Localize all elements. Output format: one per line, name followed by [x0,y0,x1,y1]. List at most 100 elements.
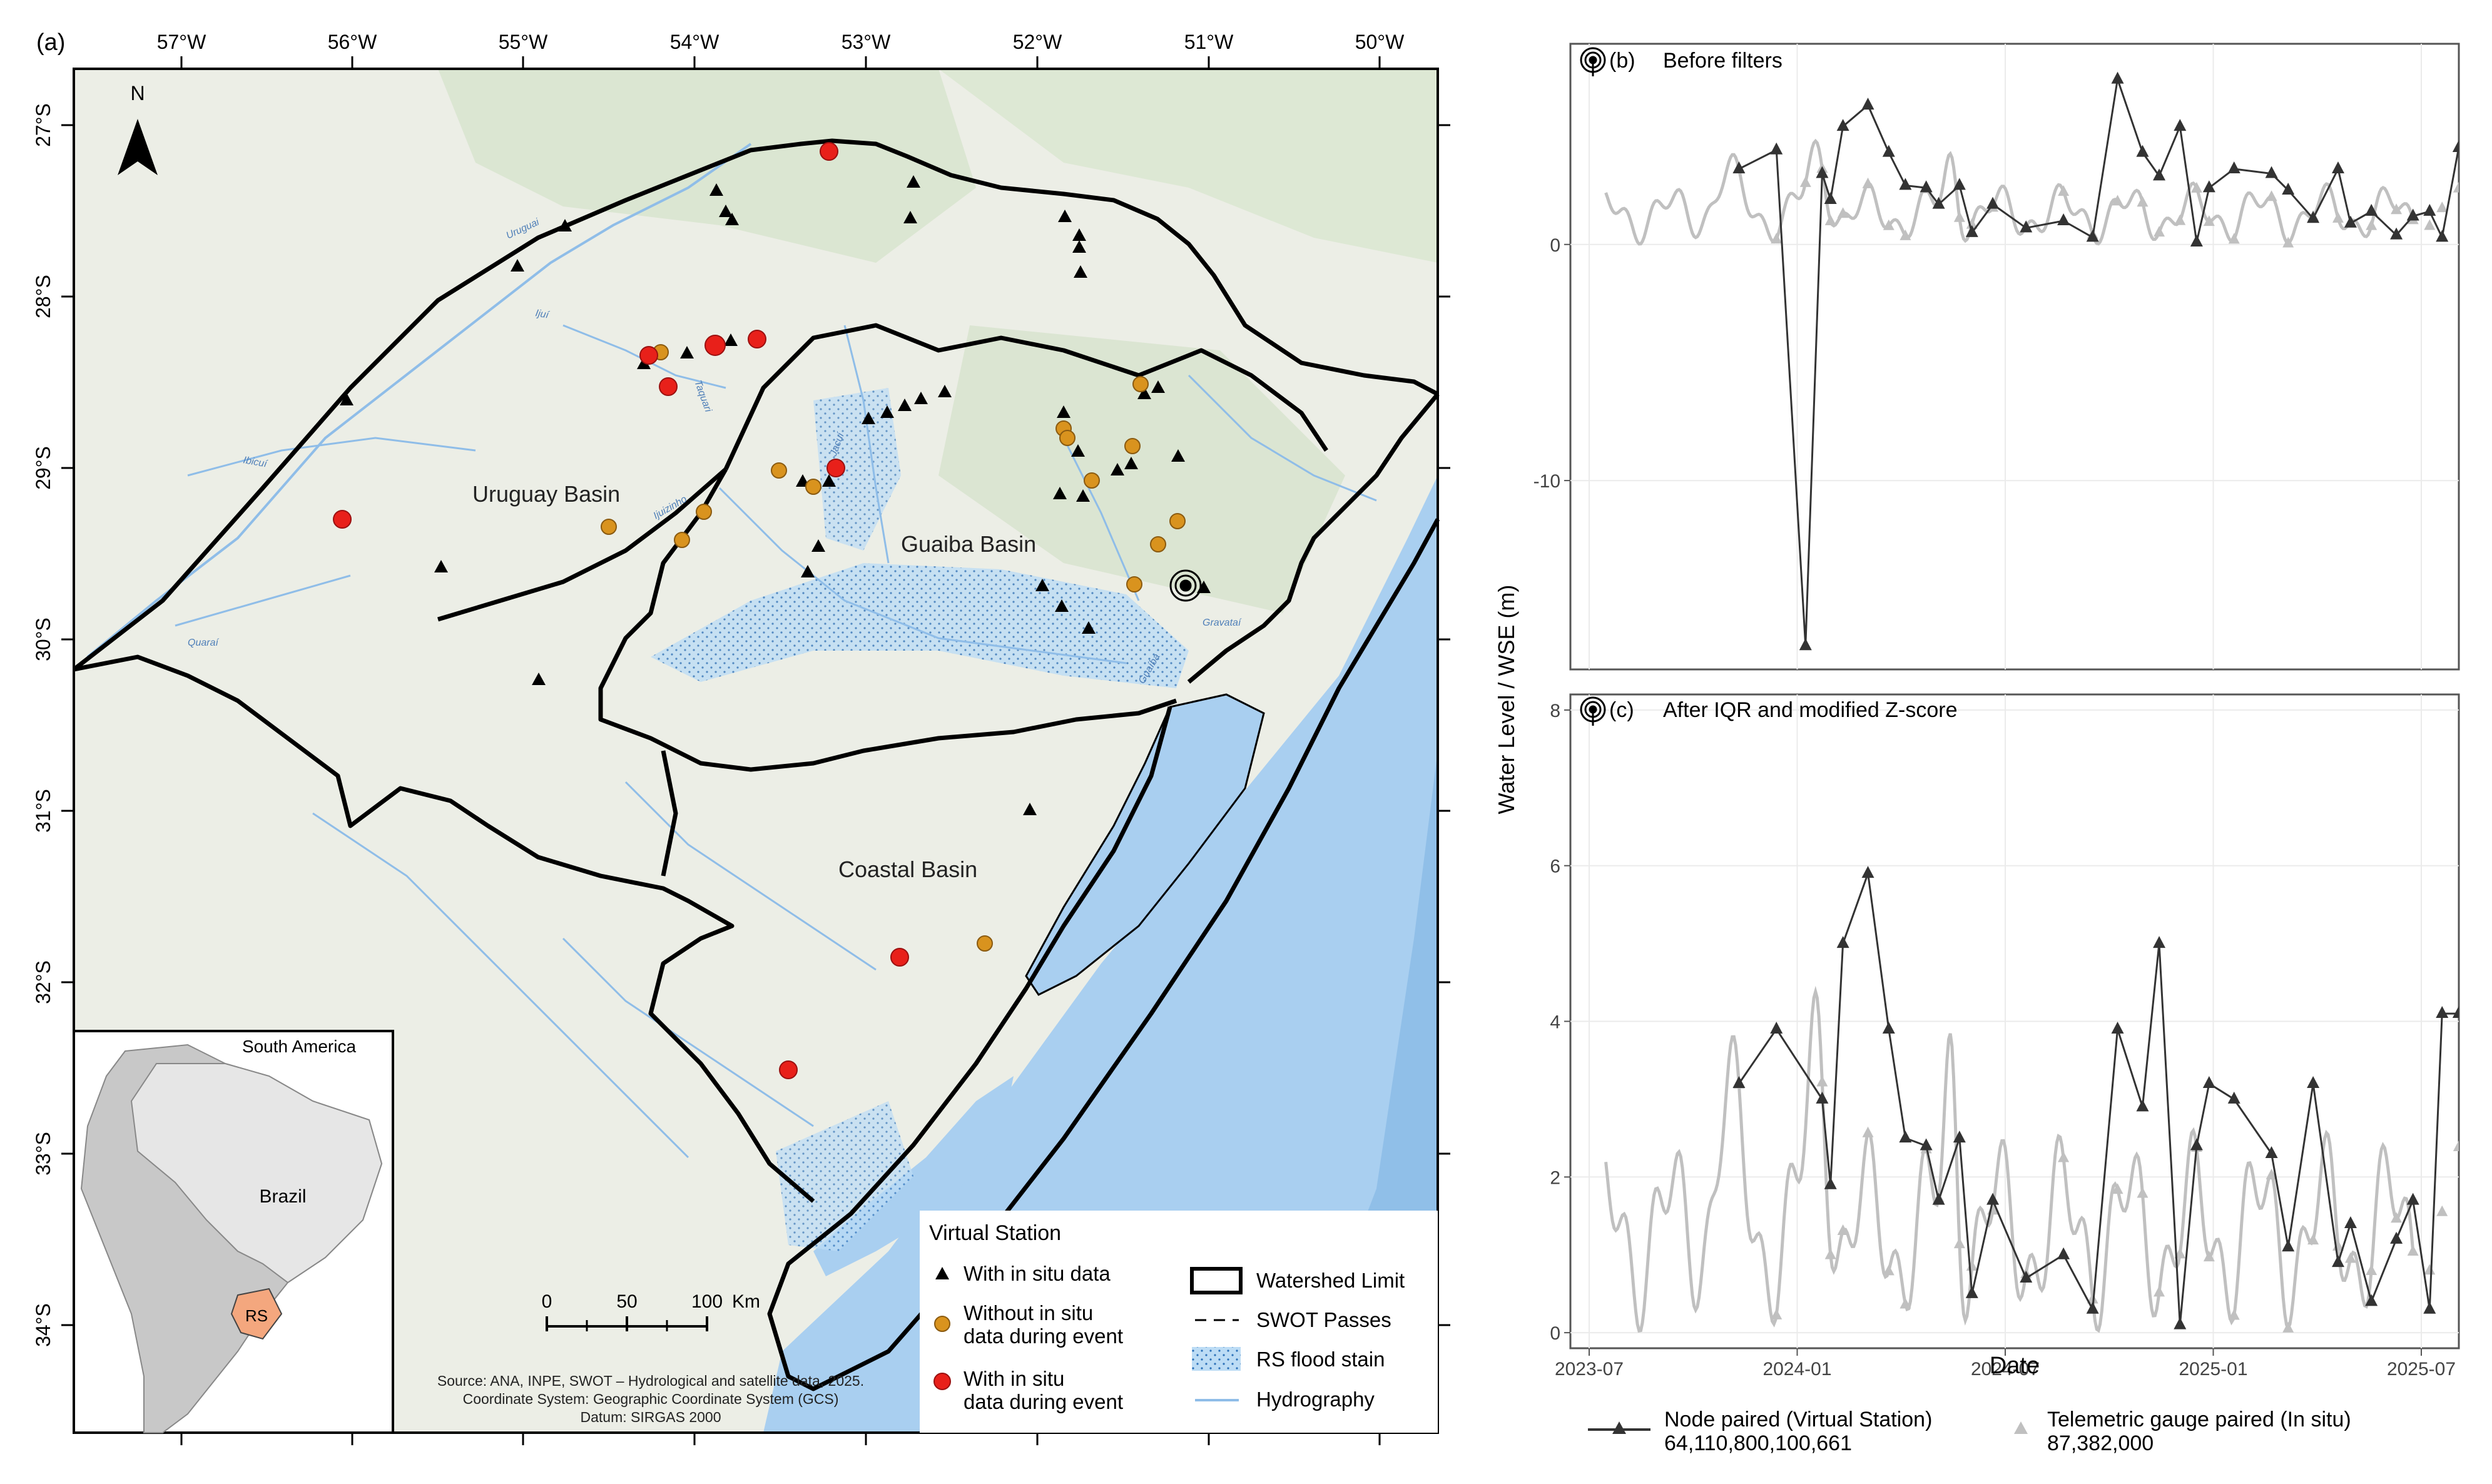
node-point [1861,98,1874,110]
antenna-icon [1580,47,1606,76]
node-point [2174,1317,2187,1329]
gauge-point [2453,1141,2459,1152]
watershed-limits [72,138,1440,1391]
legend-box [920,1211,1438,1433]
gauge-point [2087,1293,2098,1304]
station-marker-without-in-situ [977,935,993,952]
x-axis-label: Date [1990,1353,2040,1379]
node-point [1824,192,1837,205]
basin-label-uruguay: Uruguay Basin [472,481,620,507]
legend-without-line1: Without in situ [964,1301,1093,1324]
node-point [2344,215,2357,228]
station-marker-without-in-situ [805,479,821,495]
station-marker-with-in-situ [822,474,836,487]
lon-tick-label: 50°W [1355,31,1405,53]
station-marker-with-in-situ [1072,240,1086,253]
gauge-point [2344,1252,2356,1263]
station-marker-with-in-situ [1074,265,1087,278]
chart-c-panel-label: (c) [1609,698,1634,722]
stations-during-event [333,142,909,1079]
lat-tick-label: 30°S [32,617,54,661]
watershed-southwest-boundary [73,654,815,1203]
x-tick-label: 2023-07 [1555,1359,1624,1380]
legend-flood-label: RS flood stain [1256,1348,1385,1371]
uruguay-guaiba-divide [437,467,728,622]
series-legend: Node paired (Virtual Station) 64,110,800… [1588,1408,2351,1455]
terrain-northeast [938,69,1438,263]
station-marker-during-event [748,330,766,348]
node-point [1899,178,1912,190]
node-point [2452,140,2459,153]
chart-c-x-ticks: 2023-07 2024-01 2024-07 2025-01 2025-07 [1555,1348,2456,1380]
river-label: Ibicuí [242,455,268,470]
gauge-point [2407,1244,2419,1256]
scale-bar: 0 50 100 Km [542,1291,760,1331]
node-point [2057,213,2070,226]
gauge-point [1771,1308,1783,1319]
gauge-point [1862,177,1874,188]
lon-tick-label: 53°W [842,31,891,53]
gauge-point [2112,195,2123,206]
river-label: Quaraí [188,638,219,648]
basin-label-coastal: Coastal Basin [838,856,977,882]
map-panel-label: (a) [36,29,65,56]
station-marker-during-event [333,510,352,529]
lon-tick-label: 56°W [328,31,377,53]
gauge-point [2203,215,2215,226]
lat-tick-label: 32°S [32,960,54,1004]
gauge-point [1883,1264,1894,1276]
gauge-point [2424,219,2436,230]
gauge-point [2228,233,2240,244]
gauge-point [1862,1126,1874,1137]
chart-c-title: (c) After IQR and modified Z-score [1580,696,1958,726]
chart-c-grid [1570,694,2459,1348]
inset-state-label: RS [245,1306,268,1325]
chart-b-panel-label: (b) [1609,49,1635,73]
selected-station-icon [1169,569,1202,602]
y-tick-label: 8 [1550,701,1560,721]
station-marker-without-in-situ [1169,513,1186,529]
station-marker-without-in-situ [674,532,690,548]
node-point [2406,1192,2419,1205]
legend-with-in-situ-label: With in situ data [964,1262,1111,1285]
station-marker-without-in-situ [1124,438,1141,454]
gauge-series-line [1604,985,2415,1333]
station-marker-with-in-situ [558,219,572,231]
node-point [2190,1138,2203,1151]
gauge-point [1837,207,1849,218]
gauge-point [1966,218,1978,229]
node-point [2111,1021,2124,1034]
station-marker-with-in-situ [1124,457,1138,469]
node-point [1799,638,1812,651]
basin-labels: Uruguay Basin Guaiba Basin Coastal Basin [472,481,1036,882]
node-point [1732,161,1746,173]
station-marker-with-in-situ [880,405,894,418]
station-marker-without-in-situ [771,462,787,479]
lon-tick-label: 57°W [157,31,206,53]
chart-b-title: (b) Before filters [1580,47,1783,76]
legend-flood-icon [1192,1347,1241,1371]
station-marker-with-in-situ [1076,489,1090,502]
station-marker-without-in-situ [1132,376,1149,392]
node-point [2344,1216,2357,1228]
gauge-point [2391,203,2403,215]
node-point [1882,1021,1895,1034]
node-point [2202,1076,2215,1089]
node-point [1816,166,1829,178]
legend-hydro-label: Hydrography [1256,1388,1375,1411]
patos-lagoon [1025,693,1265,996]
station-marker-with-in-situ [1058,210,1072,222]
node-series-line [1738,873,2459,1325]
node-point [1953,178,1966,190]
gauge-point [1771,233,1783,244]
station-marker-without-in-situ [1150,536,1166,552]
node-point [2202,180,2215,193]
x-tick-label: 2025-07 [2387,1359,2456,1380]
guaiba-north-boundary [723,323,1328,470]
guaiba-south-boundary [598,468,1177,772]
chart-c-node-series [1732,866,2459,1329]
node-point [1861,866,1874,878]
legend-swot-label: SWOT Passes [1256,1308,1391,1331]
lat-tick-marks [61,124,1450,1326]
gauge-point [2112,1183,2123,1194]
